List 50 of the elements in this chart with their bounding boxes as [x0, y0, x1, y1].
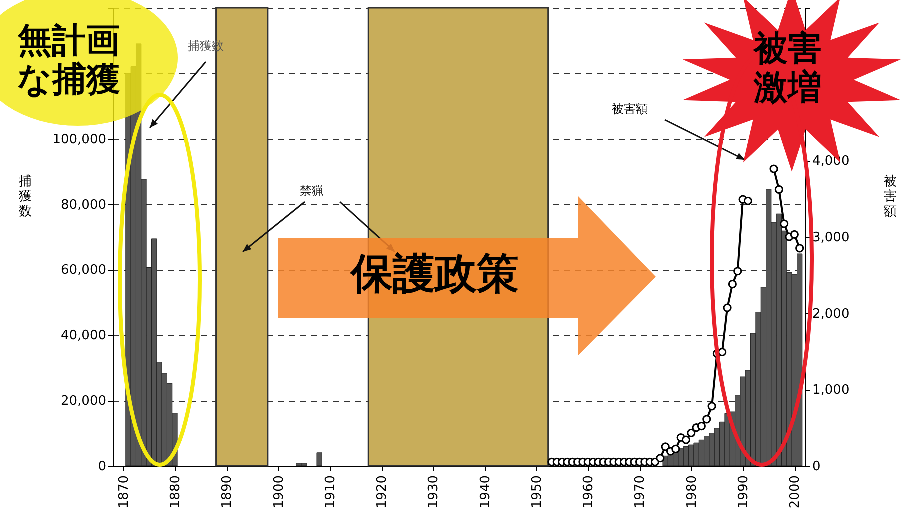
x-tick-label: 2000	[788, 476, 804, 509]
y2-tick-label: 0	[812, 460, 821, 474]
y-tick-label: 80,000	[61, 198, 106, 213]
y-tick-label: 60,000	[61, 263, 106, 278]
y-tick-label: 0	[98, 460, 106, 474]
point	[687, 428, 696, 438]
point	[661, 442, 670, 452]
y2-tick-label: 2,000	[812, 306, 850, 322]
x-tick-label: 1870	[116, 476, 132, 509]
y-tick-label: 40,000	[61, 328, 106, 344]
point	[774, 185, 784, 194]
x-tick-label: 1980	[684, 476, 700, 509]
x-tick-label: 1880	[168, 476, 184, 509]
x-tick-label: 1920	[375, 476, 390, 509]
x-tick-label: 1950	[530, 476, 545, 509]
point	[708, 402, 716, 411]
point	[702, 415, 712, 424]
y-tick-label: 100,000	[52, 132, 106, 148]
x-tick-label: 1960	[582, 476, 597, 509]
annotation: 無計画な捕獲	[16, 21, 122, 100]
x-tick-label: 1940	[478, 476, 494, 509]
y2-tick-label: 3,000	[812, 230, 850, 246]
text: 被害額	[612, 101, 648, 118]
annotation: 被害激増	[752, 29, 823, 108]
y-tick-label: 20,000	[61, 394, 106, 410]
x-tick-label: 1910	[323, 476, 338, 509]
point	[734, 267, 742, 276]
x-tick-label: 1930	[426, 476, 442, 509]
annotation: 保護政策	[349, 249, 520, 298]
x-tick-label: 1890	[220, 476, 236, 509]
y2-tick-label: 1,000	[812, 383, 850, 398]
y-axis-title: 捕獲数	[19, 174, 32, 220]
band-label: 禁猟	[300, 183, 324, 200]
point	[744, 196, 752, 206]
point	[672, 444, 680, 454]
point	[796, 244, 804, 253]
bar	[316, 452, 322, 466]
point	[728, 280, 737, 289]
point	[723, 304, 732, 312]
x-tick-label: 1970	[633, 476, 648, 509]
point	[697, 422, 706, 431]
point	[770, 164, 778, 174]
point	[790, 230, 799, 239]
point	[718, 348, 727, 357]
y2-axis-title: 被害額	[884, 174, 897, 220]
point	[780, 220, 789, 228]
point	[656, 454, 665, 463]
x-tick-label: 1990	[736, 476, 752, 509]
x-tick-label: 1900	[272, 476, 287, 509]
point	[682, 436, 691, 444]
